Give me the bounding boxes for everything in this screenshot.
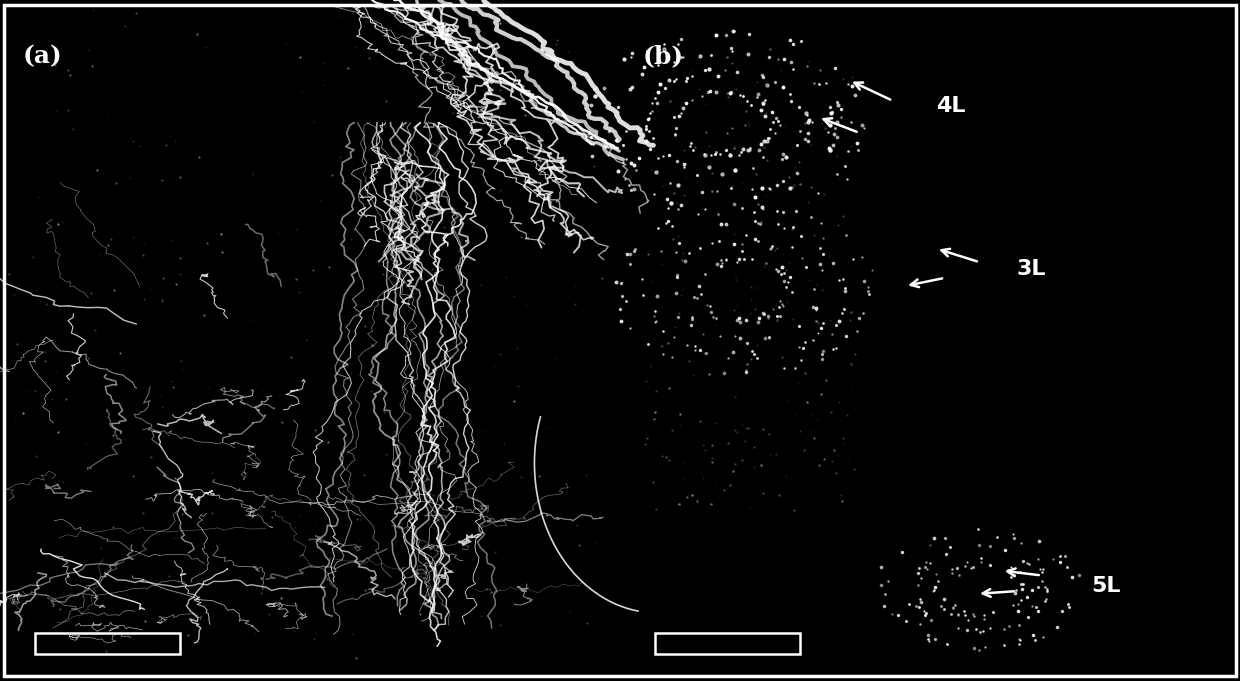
Text: (a): (a) [22, 44, 62, 68]
Text: 5L: 5L [1091, 575, 1121, 596]
Bar [655, 633, 800, 654]
Bar [35, 633, 180, 654]
Text: 3L: 3L [1017, 259, 1047, 279]
Text: (b): (b) [642, 44, 683, 68]
Text: 4L: 4L [936, 95, 966, 116]
